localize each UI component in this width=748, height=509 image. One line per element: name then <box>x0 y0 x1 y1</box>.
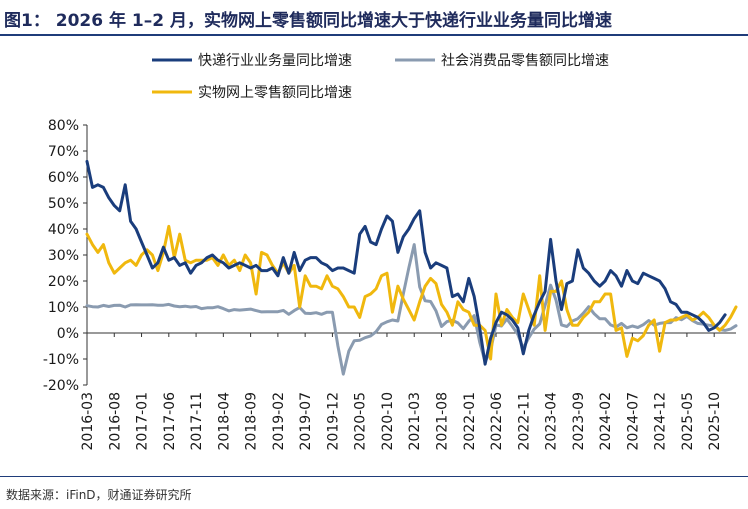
y-tick-label: 20% <box>48 274 79 290</box>
x-tick-label: 2024-07 <box>625 392 641 451</box>
series-line <box>85 224 738 361</box>
y-tick-label: -20% <box>43 378 79 394</box>
x-tick-label: 2018-04 <box>216 392 232 451</box>
x-tick-label: 2021-08 <box>434 392 450 451</box>
y-tick-label: 80% <box>48 118 79 134</box>
x-tick-label: 2021-03 <box>407 392 423 451</box>
series-line <box>85 243 738 376</box>
x-tick-label: 2017-06 <box>162 392 178 451</box>
y-tick-label: 70% <box>48 144 79 160</box>
y-tick-label: 10% <box>48 300 79 316</box>
page-title: 图1： 2026 年 1–2 月，实物网上零售额同比增速大于快递行业业务量同比增… <box>4 11 612 31</box>
y-tick-label: 60% <box>48 170 79 186</box>
x-tick-label: 2020-05 <box>353 392 369 451</box>
x-tick-label: 2019-12 <box>325 392 341 451</box>
legend-label: 社会消费品零售额同比增速 <box>441 53 609 69</box>
x-tick-label: 2019-07 <box>298 392 314 451</box>
x-tick-label: 2023-04 <box>544 392 560 451</box>
x-tick-label: 2017-11 <box>189 392 205 451</box>
x-tick-label: 2016-08 <box>107 392 123 451</box>
x-tick-label: 2017-01 <box>135 392 151 451</box>
series-line <box>85 159 727 366</box>
y-tick-label: 50% <box>48 196 79 212</box>
x-tick-label: 2020-10 <box>380 392 396 451</box>
y-tick-label: -10% <box>43 352 79 368</box>
x-tick-label: 2022-11 <box>516 392 532 451</box>
x-tick-label: 2016-03 <box>80 392 96 451</box>
title-divider <box>0 34 748 36</box>
x-tick-label: 2024-02 <box>598 392 614 451</box>
x-tick-label: 2019-02 <box>271 392 287 451</box>
x-tick-label: 2022-06 <box>489 392 505 451</box>
x-tick-label: 2018-09 <box>244 392 260 451</box>
x-tick-label: 2024-12 <box>653 392 669 451</box>
x-tick-label: 2025-10 <box>707 392 723 451</box>
x-tick-label: 2022-01 <box>462 392 478 451</box>
line-chart: -20% -10% 0% 10% 20% 30% 40% 50% 60% 70% 80% 2016-0… <box>43 53 738 451</box>
x-tick-label: 2023-09 <box>571 392 587 451</box>
y-tick-label: 30% <box>48 248 79 264</box>
x-tick-label: 2025-05 <box>680 392 696 451</box>
y-tick-label: 0% <box>57 326 79 342</box>
legend-label: 实物网上零售额同比增速 <box>198 85 352 101</box>
source-note: 数据来源：iFinD，财通证券研究所 <box>6 488 192 502</box>
legend-label: 快递行业业务量同比增速 <box>198 53 352 69</box>
y-tick-label: 40% <box>48 222 79 238</box>
source-divider <box>0 476 748 477</box>
